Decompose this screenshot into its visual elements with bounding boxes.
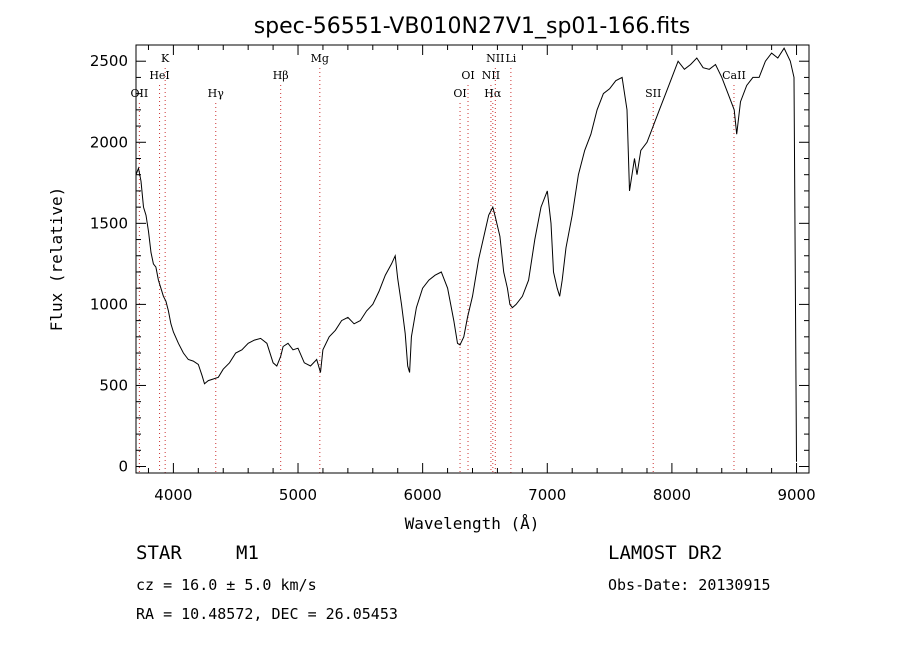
line-marker-label: OI — [453, 87, 466, 100]
line-marker-label: Hβ — [273, 69, 289, 82]
coordinates: RA = 10.48572, DEC = 26.05453 — [136, 605, 398, 623]
line-marker-label: Hα — [484, 87, 502, 100]
object-subclass: M1 — [236, 542, 259, 564]
x-tick-label: 9000 — [777, 486, 815, 504]
y-tick-label: 500 — [99, 376, 128, 394]
y-tick-label: 0 — [118, 458, 128, 476]
plot-frame — [135, 44, 810, 474]
x-tick-label: 6000 — [404, 486, 442, 504]
line-marker-label: CaII — [722, 69, 746, 82]
x-axis-label: Wavelength (Å) — [405, 514, 540, 533]
line-marker-label: Hγ — [208, 87, 225, 100]
x-tick-label: 7000 — [528, 486, 566, 504]
chart-title: spec-56551-VB010N27V1_sp01-166.fits — [254, 14, 691, 39]
line-marker-label: HeI — [149, 69, 169, 82]
x-tick-label: 5000 — [279, 486, 317, 504]
x-tick-label: 8000 — [653, 486, 691, 504]
line-marker-label: K — [161, 52, 170, 65]
line-marker-label: Li — [505, 52, 516, 65]
y-tick-label: 2500 — [90, 52, 128, 70]
object-class: STAR — [136, 542, 182, 564]
y-tick-label: 1500 — [90, 214, 128, 232]
survey-name: LAMOST DR2 — [608, 542, 723, 564]
x-tick-label: 4000 — [154, 486, 192, 504]
line-marker-label: OI — [461, 69, 474, 82]
redshift-value: cz = 16.0 ± 5.0 km/s — [136, 576, 317, 594]
y-tick-label: 1000 — [90, 295, 128, 313]
line-marker-label: SII — [645, 87, 661, 100]
spectrum-series-line — [135, 47, 797, 462]
axes: 4000 5000 6000 7000 8000 9000 0 500 1000 1500 2000… — [90, 45, 816, 504]
observation-date: Obs-Date: 20130915 — [608, 576, 771, 594]
line-marker-label: NII — [482, 69, 500, 82]
line-marker-label: NII — [486, 52, 504, 65]
y-tick-label: 2000 — [90, 133, 128, 151]
line-marker-label: Mg — [311, 52, 329, 65]
y-axis-label: Flux (relative) — [47, 187, 66, 332]
